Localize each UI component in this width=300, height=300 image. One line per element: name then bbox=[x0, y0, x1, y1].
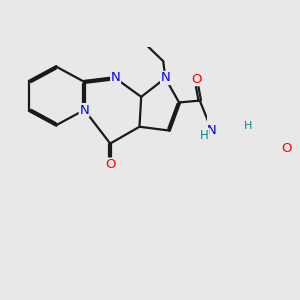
Text: O: O bbox=[105, 158, 116, 171]
Text: H: H bbox=[244, 121, 252, 131]
Text: O: O bbox=[191, 73, 202, 85]
Text: O: O bbox=[281, 142, 291, 154]
Text: N: N bbox=[111, 71, 121, 85]
Text: N: N bbox=[160, 71, 170, 85]
Text: N: N bbox=[207, 124, 217, 137]
Text: N: N bbox=[79, 103, 89, 117]
Text: H: H bbox=[200, 128, 209, 142]
